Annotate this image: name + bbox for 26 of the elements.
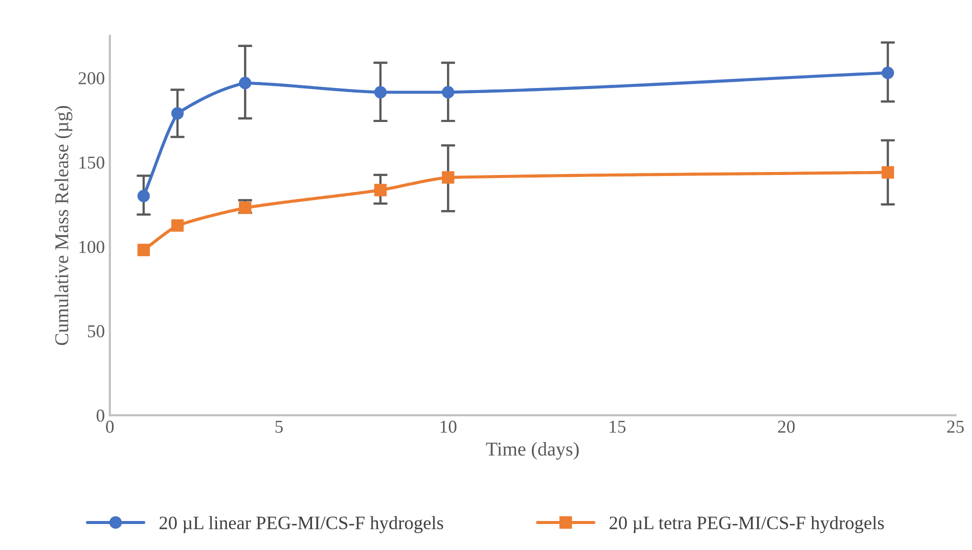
point [374, 184, 387, 196]
x-tick-label: 10 [440, 420, 456, 433]
y-tick-label: 150 [79, 156, 104, 169]
x-tick-label: 5 [276, 420, 283, 433]
point [238, 76, 252, 90]
point [882, 66, 894, 80]
point [442, 86, 454, 98]
x-tick-label: 15 [610, 420, 626, 433]
point [171, 219, 184, 232]
y-tick-label: 50 [88, 325, 104, 338]
x-tick-label: 20 [778, 420, 795, 433]
x-tick-label: 25 [947, 420, 964, 433]
x-axis-title: Time (days) [486, 442, 579, 460]
y-axis-title: Cumulative Mass Release (µg) [54, 106, 72, 346]
y-tick-label: 100 [79, 240, 104, 254]
x-tick-label: 0 [106, 420, 114, 433]
y-tick-label: 0 [96, 410, 104, 422]
point [137, 190, 150, 202]
point [171, 107, 184, 120]
legend-label: 20 µL linear PEG-MI/CS-F hydrogels [160, 516, 444, 534]
y-tick-label: 200 [78, 72, 104, 84]
point [137, 244, 150, 256]
point [442, 171, 454, 184]
legend-label: 20 µL tetra PEG-MI/CS-F hydrogels [610, 516, 884, 534]
point [374, 86, 387, 98]
point [882, 166, 894, 179]
